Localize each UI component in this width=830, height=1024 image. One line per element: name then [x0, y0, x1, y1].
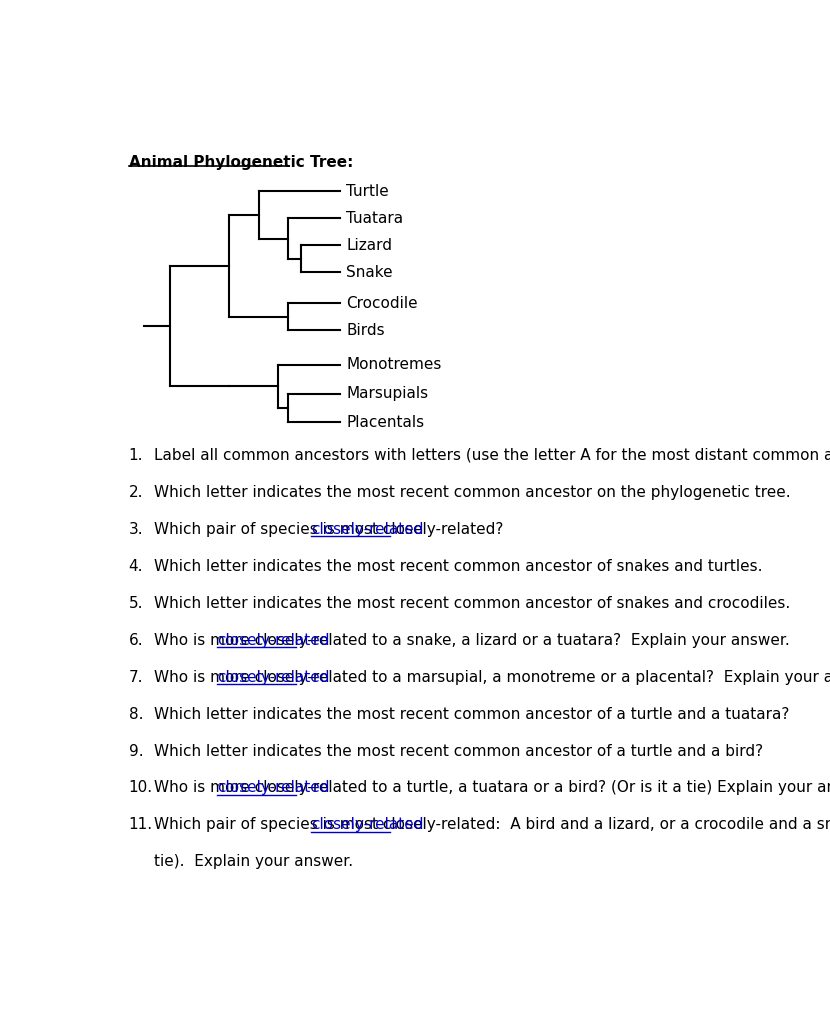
Text: 7.: 7. — [129, 670, 143, 685]
Text: 9.: 9. — [129, 743, 143, 759]
Text: Turtle: Turtle — [346, 184, 389, 199]
Text: Monotremes: Monotremes — [346, 357, 442, 372]
Text: Which letter indicates the most recent common ancestor of a turtle and a bird?: Which letter indicates the most recent c… — [154, 743, 764, 759]
Text: Marsupials: Marsupials — [346, 386, 428, 401]
Text: Birds: Birds — [346, 323, 385, 338]
Text: 2.: 2. — [129, 484, 143, 500]
Text: closely-related: closely-related — [217, 633, 330, 647]
Text: Tuatara: Tuatara — [346, 211, 403, 226]
Text: Snake: Snake — [346, 265, 393, 280]
Text: Lizard: Lizard — [346, 238, 393, 253]
Text: Which letter indicates the most recent common ancestor of snakes and crocodiles.: Which letter indicates the most recent c… — [154, 596, 790, 610]
Text: Which letter indicates the most recent common ancestor of snakes and turtles.: Which letter indicates the most recent c… — [154, 559, 763, 573]
Text: 10.: 10. — [129, 780, 153, 796]
Text: tie).  Explain your answer.: tie). Explain your answer. — [154, 854, 354, 869]
Text: Which letter indicates the most recent common ancestor on the phylogenetic tree.: Which letter indicates the most recent c… — [154, 484, 791, 500]
Text: Who is more closely-related to a turtle, a tuatara or a bird? (Or is it a tie) E: Who is more closely-related to a turtle,… — [154, 780, 830, 796]
Text: 6.: 6. — [129, 633, 143, 647]
Text: closely-related: closely-related — [311, 817, 424, 833]
Text: 1.: 1. — [129, 447, 143, 463]
Text: Animal Phylogenetic Tree:: Animal Phylogenetic Tree: — [129, 156, 353, 170]
Text: Crocodile: Crocodile — [346, 296, 418, 310]
Text: Label all common ancestors with letters (use the letter A for the most distant c: Label all common ancestors with letters … — [154, 447, 830, 463]
Text: Placentals: Placentals — [346, 415, 424, 430]
Text: 8.: 8. — [129, 707, 143, 722]
Text: closely-related: closely-related — [311, 522, 424, 537]
Text: Who is more closely-related to a snake, a lizard or a tuatara?  Explain your ans: Who is more closely-related to a snake, … — [154, 633, 790, 647]
Text: Who is more closely-related to a marsupial, a monotreme or a placental?  Explain: Who is more closely-related to a marsupi… — [154, 670, 830, 685]
Text: Which letter indicates the most recent common ancestor of a turtle and a tuatara: Which letter indicates the most recent c… — [154, 707, 789, 722]
Text: 5.: 5. — [129, 596, 143, 610]
Text: closely-related: closely-related — [217, 780, 330, 796]
Text: Which pair of species is most closely-related:  A bird and a lizard, or a crocod: Which pair of species is most closely-re… — [154, 817, 830, 833]
Text: 3.: 3. — [129, 522, 143, 537]
Text: closely-related: closely-related — [217, 670, 330, 685]
Text: 11.: 11. — [129, 817, 153, 833]
Text: Which pair of species is most closely-related?: Which pair of species is most closely-re… — [154, 522, 504, 537]
Text: 4.: 4. — [129, 559, 143, 573]
